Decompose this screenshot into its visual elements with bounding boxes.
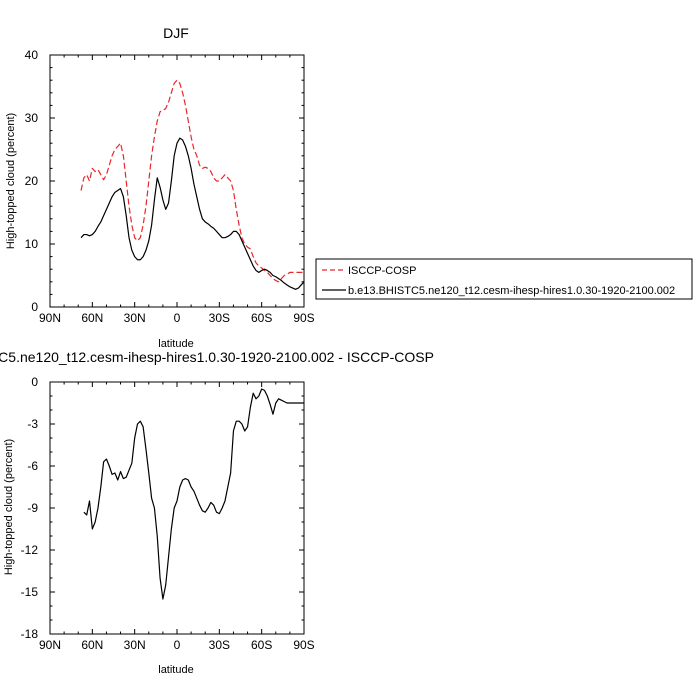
top-x-tick-label: 60S bbox=[251, 311, 272, 325]
top-x-tick-label: 0 bbox=[174, 311, 181, 325]
bottom-chart-title: b.e13.BHISTC5.ne120_t12.cesm-ihesp-hires… bbox=[0, 349, 434, 365]
top-y-tick-label: 20 bbox=[25, 174, 39, 188]
bottom-y-tick-label: -18 bbox=[21, 627, 39, 641]
top-y-tick-label: 30 bbox=[25, 111, 39, 125]
top-chart-ylabel: High-topped cloud (percent) bbox=[5, 113, 17, 249]
top-y-tick-label: 40 bbox=[25, 48, 39, 62]
bottom-x-tick-label: 90N bbox=[39, 638, 61, 652]
top-x-tick-label: 30S bbox=[209, 311, 230, 325]
bottom-y-tick-label: -6 bbox=[27, 459, 38, 473]
top-chart-plot-area: 90N 60N 30N 0 30S 60S 90S 0 10 20 30 40 bbox=[25, 48, 315, 325]
bottom-chart: b.e13.BHISTC5.ne120_t12.cesm-ihesp-hires… bbox=[0, 349, 434, 676]
bottom-x-tick-label: 60N bbox=[81, 638, 103, 652]
top-y-tick-label: 10 bbox=[25, 237, 39, 251]
bottom-y-tick-label: -12 bbox=[21, 543, 39, 557]
bottom-x-tick-label: 30S bbox=[209, 638, 230, 652]
bottom-x-tick-label: 0 bbox=[174, 638, 181, 652]
bottom-series-line-0 bbox=[83, 388, 304, 600]
top-x-tick-label: 60N bbox=[81, 311, 103, 325]
legend-label-model: b.e13.BHISTC5.ne120_t12.cesm-ihesp-hires… bbox=[348, 285, 675, 297]
top-chart-legend: ISCCP-COSP b.e13.BHISTC5.ne120_t12.cesm-… bbox=[315, 258, 693, 300]
bottom-x-tick-label: 90S bbox=[293, 638, 314, 652]
legend-box bbox=[315, 258, 693, 300]
bottom-chart-plot-area: 90N 60N 30N 0 30S 60S 90S -18 -15 -12 -9 -6 -3 0 bbox=[21, 375, 315, 652]
top-chart: DJF 90N 60N 30N 0 30S 60S 90S 0 10 20 30 40 latitud… bbox=[5, 25, 315, 350]
bottom-x-tick-label: 60S bbox=[251, 638, 272, 652]
top-x-tick-label: 90S bbox=[293, 311, 314, 325]
legend-label-isccp-cosp: ISCCP-COSP bbox=[348, 265, 416, 277]
bottom-y-tick-label: -15 bbox=[21, 585, 39, 599]
bottom-chart-xlabel: latitude bbox=[158, 664, 193, 676]
top-x-tick-label: 90N bbox=[39, 311, 61, 325]
top-chart-xlabel: latitude bbox=[158, 338, 193, 350]
top-x-tick-label: 30N bbox=[124, 311, 146, 325]
top-series-line-1 bbox=[80, 137, 305, 290]
bottom-y-tick-label: -3 bbox=[27, 417, 38, 431]
top-y-tick-label: 0 bbox=[31, 300, 38, 314]
top-series-line-0 bbox=[80, 79, 304, 283]
bottom-chart-ylabel: High-topped cloud (percent) bbox=[3, 439, 15, 575]
bottom-y-tick-label: -9 bbox=[27, 501, 38, 515]
bottom-x-tick-label: 30N bbox=[124, 638, 146, 652]
top-chart-title: DJF bbox=[163, 25, 189, 41]
bottom-y-tick-label: 0 bbox=[31, 375, 38, 389]
